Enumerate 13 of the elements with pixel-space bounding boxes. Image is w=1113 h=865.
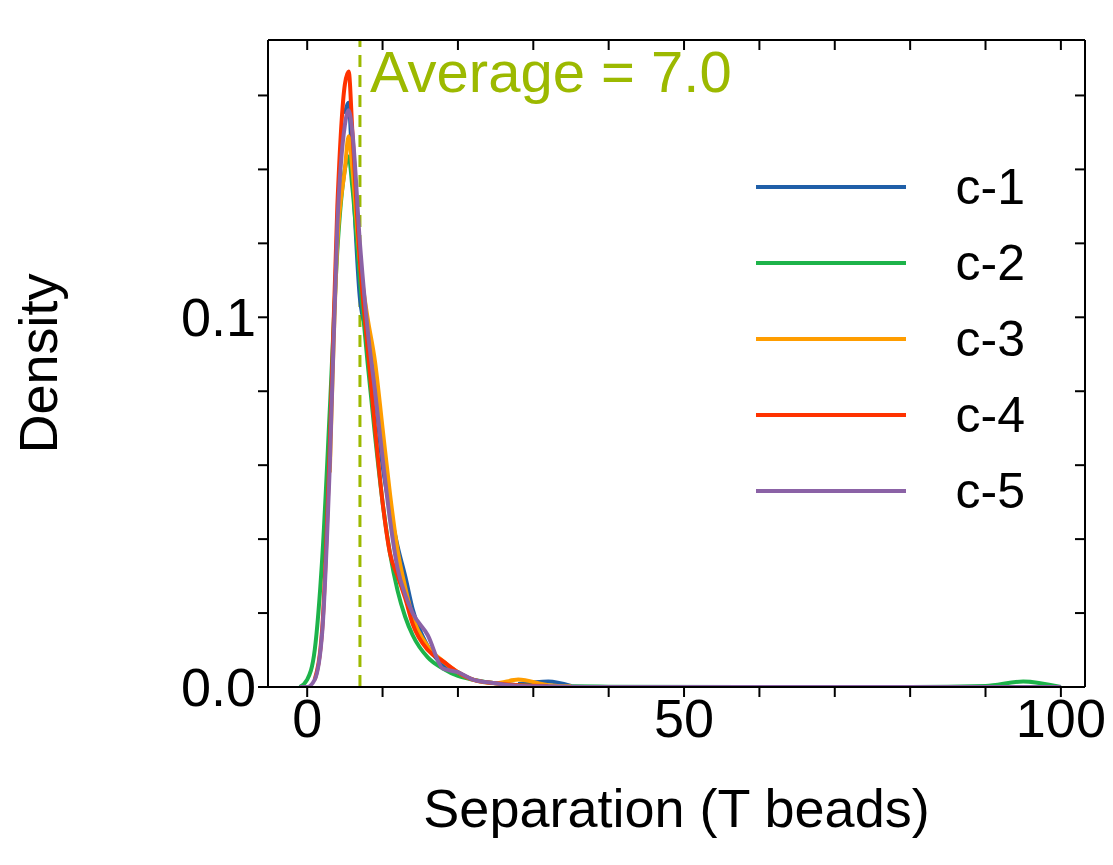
legend-label: c-3 — [955, 310, 1025, 368]
legend-label: c-5 — [955, 462, 1025, 520]
x-tick-label: 50 — [654, 688, 715, 749]
legend-label: c-2 — [955, 234, 1025, 292]
legend-label: c-4 — [955, 386, 1025, 444]
x-tick-label: 0 — [292, 688, 323, 749]
y-tick-label: 0.1 — [180, 287, 256, 348]
y-axis-title: Density — [8, 273, 69, 454]
ref-line-label: Average = 7.0 — [369, 39, 732, 104]
x-axis-title: Separation (T beads) — [423, 778, 930, 838]
legend-label: c-1 — [955, 158, 1025, 216]
x-tick-label: 100 — [1015, 688, 1106, 749]
y-tick-label: 0.0 — [180, 657, 256, 718]
